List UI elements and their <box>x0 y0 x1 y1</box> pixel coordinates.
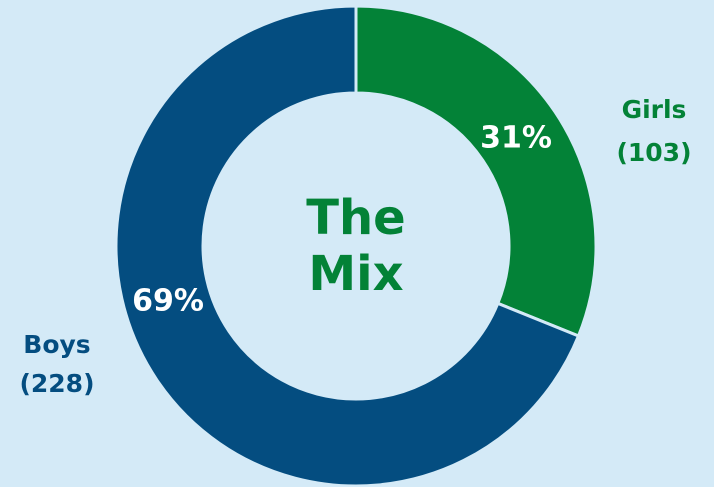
slice-label-girls-percent: 31% <box>480 121 552 156</box>
center-title-line-2: Mix <box>308 246 403 302</box>
slice-label-boys-percent: 69% <box>132 284 204 319</box>
center-title-line-1: The <box>306 190 405 246</box>
donut-slice-girls <box>354 4 598 338</box>
donut-slice-boys <box>114 4 581 487</box>
girls-name-label: Girls <box>622 95 687 124</box>
boys-count-label: (228) <box>19 369 94 398</box>
girls-count-label: (103) <box>616 138 691 167</box>
donut-slices <box>114 4 598 487</box>
boys-name-label: Boys <box>23 330 90 359</box>
